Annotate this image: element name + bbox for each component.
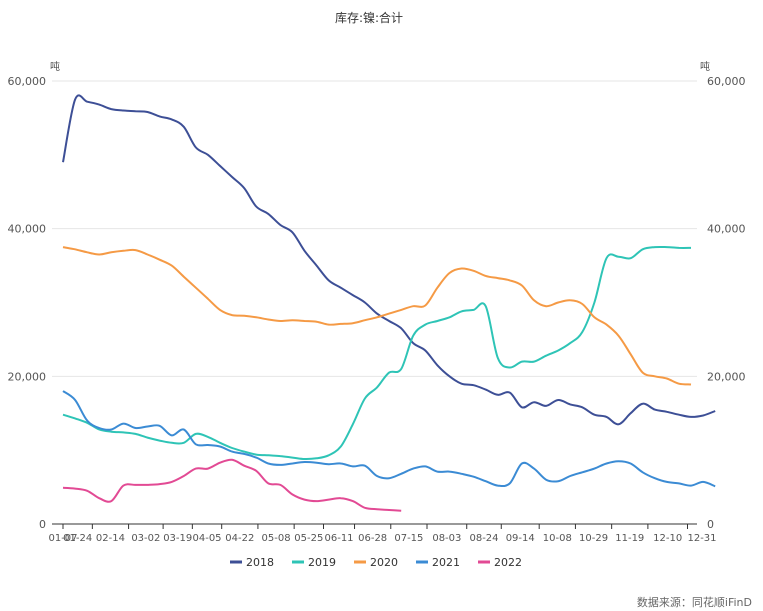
gridlines [52, 80, 697, 377]
legend-label: 2020 [370, 556, 398, 569]
left-y-axis: 0 20,000 40,000 60,000 [8, 75, 47, 531]
y-tick-label-left: 20,000 [8, 370, 47, 383]
x-tick-label: 04-05 [192, 533, 221, 544]
right-axis-unit: 吨 [700, 60, 710, 73]
source-note: 数据来源：同花顺iFinD [637, 595, 752, 609]
legend-label: 2021 [432, 556, 460, 569]
x-tick-label: 07-15 [394, 533, 423, 544]
series-line-2022 [62, 458, 402, 512]
legend-label: 2019 [308, 556, 336, 569]
left-axis-unit: 吨 [50, 60, 60, 73]
x-tick-label: 03-19 [163, 533, 192, 544]
x-tick-label: 05-25 [294, 533, 323, 544]
series-line-2019 [62, 245, 692, 461]
right-y-axis: 0 20,000 40,000 60,000 [707, 75, 746, 531]
x-tick-label: 08-03 [432, 533, 461, 544]
x-tick-label: 06-11 [324, 533, 353, 544]
legend-item-2022[interactable]: 2022 [478, 556, 522, 569]
series-lines [62, 94, 716, 512]
x-tick-label: 06-28 [358, 533, 387, 544]
legend-item-2020[interactable]: 2020 [354, 556, 398, 569]
legend-item-2019[interactable]: 2019 [292, 556, 336, 569]
y-tick-label-right: 40,000 [707, 223, 746, 236]
x-tick-label: 01-07 [48, 533, 77, 544]
x-tick-label: 10-08 [543, 533, 572, 544]
y-tick-label-left: 40,000 [8, 223, 47, 236]
x-tick-label: 05-08 [262, 533, 291, 544]
series-line-2021 [62, 390, 716, 488]
y-tick-label-left: 60,000 [8, 75, 47, 88]
x-tick-label: 04-22 [225, 533, 254, 544]
legend-item-2018[interactable]: 2018 [230, 556, 274, 569]
x-tick-label: 09-14 [506, 533, 535, 544]
x-tick-label: 11-19 [615, 533, 644, 544]
legend[interactable]: 2018 2019 2020 2021 2022 [230, 556, 522, 569]
series-line-2020 [62, 246, 692, 386]
x-tick-label: 02-14 [96, 533, 125, 544]
y-tick-label-right: 0 [707, 518, 714, 531]
x-tick-label: 03-02 [131, 533, 160, 544]
y-tick-label-left: 0 [39, 518, 46, 531]
series-line-2018 [62, 94, 716, 426]
legend-label: 2018 [246, 556, 274, 569]
legend-item-2021[interactable]: 2021 [416, 556, 460, 569]
x-tick-label: 10-29 [579, 533, 608, 544]
chart-title: 库存:镍:合计 [335, 10, 403, 25]
x-tick-label: 01-24 [63, 533, 92, 544]
legend-label: 2022 [494, 556, 522, 569]
x-tick-label: 12-10 [653, 533, 682, 544]
y-tick-label-right: 20,000 [707, 370, 746, 383]
x-tick-label: 08-24 [469, 533, 498, 544]
x-tick-label: 12-31 [687, 533, 716, 544]
y-tick-label-right: 60,000 [707, 75, 746, 88]
